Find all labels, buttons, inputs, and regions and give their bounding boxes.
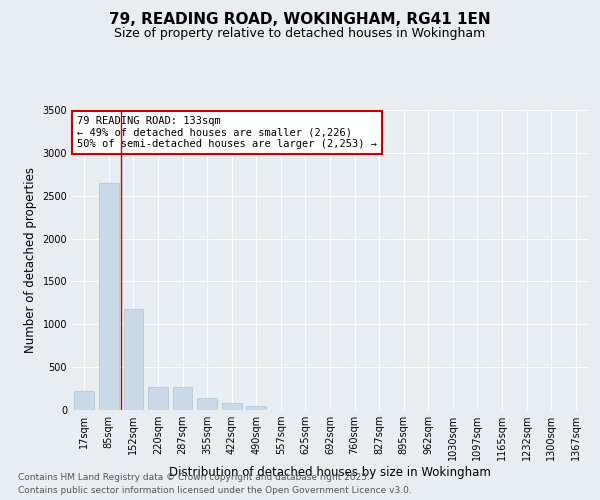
Bar (74, 391, 94, 410)
Bar (247, 406, 266, 410)
Bar (124, 309, 143, 410)
Text: Contains public sector information licensed under the Open Government Licence v3: Contains public sector information licen… (18, 486, 412, 495)
Bar (222, 403, 242, 410)
Text: 79, READING ROAD, WOKINGHAM, RG41 1EN: 79, READING ROAD, WOKINGHAM, RG41 1EN (109, 12, 491, 28)
Text: 79 READING ROAD: 133sqm
← 49% of detached houses are smaller (2,226)
50% of semi: 79 READING ROAD: 133sqm ← 49% of detache… (77, 116, 377, 149)
Y-axis label: Number of detached properties: Number of detached properties (24, 167, 37, 353)
Bar (99, 183, 119, 410)
Bar (173, 388, 193, 410)
Text: Size of property relative to detached houses in Wokingham: Size of property relative to detached ho… (115, 28, 485, 40)
Bar (148, 388, 168, 410)
Bar (197, 398, 217, 410)
X-axis label: Distribution of detached houses by size in Wokingham: Distribution of detached houses by size … (169, 466, 491, 479)
Text: Contains HM Land Registry data © Crown copyright and database right 2025.: Contains HM Land Registry data © Crown c… (18, 474, 370, 482)
